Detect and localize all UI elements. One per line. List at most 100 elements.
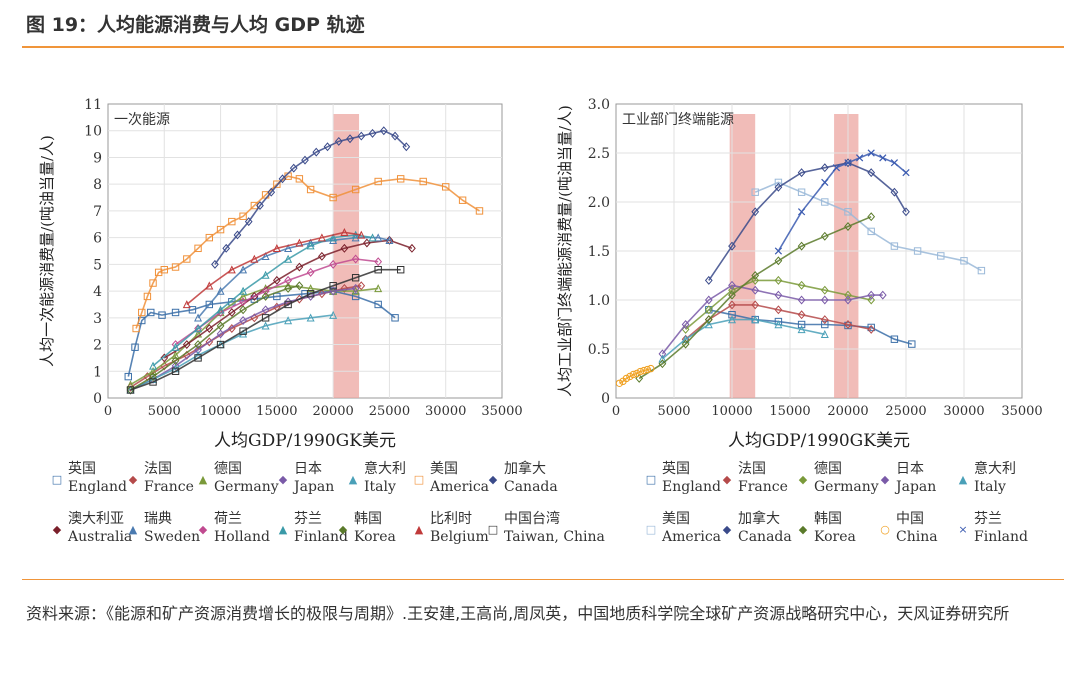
left-data-point [318,251,326,261]
left-data-point [205,281,214,290]
right-data-point [797,241,806,251]
left-y-tick-label: 8 [93,177,102,193]
left-data-point [357,230,366,239]
left-data-point [171,342,180,351]
legend-label-cn: 德国 [814,461,842,477]
legend-label-cn: 澳大利亚 [68,511,124,527]
right-trend-line-5 [754,181,982,272]
left-data-point [357,281,366,291]
right-data-point [704,315,713,325]
legend-item: ○ 中国 China [878,510,937,550]
legend-label-cn: 中国 [896,511,924,527]
left-data-point [143,292,152,301]
right-data-point [797,310,806,320]
left-data-point [379,126,388,136]
right-series-canada [704,158,910,285]
left-data-point [244,217,253,227]
left-data-point [194,244,202,253]
legend-marker-icon: ◆ [798,523,808,536]
left-data-point [182,300,191,309]
right-y-tick-label: 0.5 [588,342,610,358]
left-y-tick-label: 0 [93,391,102,407]
right-data-point [728,285,736,295]
left-trend-line-0 [127,290,396,377]
right-data-point [797,320,806,329]
legend-marker-icon: ▲ [278,523,288,536]
legend-label: 法国 France [144,460,194,496]
left-data-point [239,265,248,274]
legend-label-cn: 法国 [738,461,766,477]
legend-item: × 芬兰 Finland [956,510,1028,550]
legend-label-en: Holland [214,529,270,545]
legend-label-en: England [662,479,722,495]
legend-label-cn: 英国 [662,461,690,477]
legend-label: 加拿大 Canada [738,510,792,546]
legend-label-cn: 比利时 [430,511,472,527]
legend-item: ▲ 比利时 Belgium [412,510,489,550]
left-data-point [306,185,315,194]
left-series-australia [160,235,416,363]
legend-item: ◆ 荷兰 Holland [196,510,270,550]
right-data-point [902,207,910,217]
right-series-korea [635,212,876,383]
left-data-point [261,291,270,301]
left-trend-line-8 [197,236,390,319]
left-data-point [149,372,157,382]
right-data-point [647,364,655,373]
right-data-point [902,168,910,177]
right-data-point [751,285,760,295]
right-highlight-band-1 [834,114,859,398]
left-data-point [385,235,394,245]
legend-marker-icon: ◆ [338,523,348,536]
legend-label: 法国 France [738,460,788,496]
left-data-point [391,131,399,141]
right-data-point [820,163,829,173]
left-data-point [284,300,292,309]
left-data-point [158,311,166,319]
right-data-point [821,198,829,206]
left-data-point [301,155,309,165]
right-data-point [658,354,667,363]
left-data-point [261,270,270,279]
legend-marker-icon: ◆ [278,473,288,486]
right-data-point [704,295,713,305]
right-data-point [774,320,783,329]
left-data-point [171,367,180,375]
legend-marker-icon: ◆ [798,473,808,486]
right-data-point [643,365,652,374]
right-x-tick-label: 35000 [1001,404,1042,419]
right-x-tick-label: 5000 [657,404,690,419]
left-data-point [368,128,377,138]
left-data-point [160,266,168,274]
left-data-point [329,233,338,242]
right-data-point [820,295,829,305]
left-data-point [149,378,157,386]
left-data-point [160,353,169,363]
right-data-point [797,188,806,196]
left-y-tick-label: 10 [84,124,102,140]
left-data-point [329,282,337,290]
left-data-point [329,235,338,245]
left-data-point [233,230,242,240]
left-data-point [374,284,383,293]
left-data-point [351,286,360,295]
legend-label-cn: 芬兰 [294,511,322,527]
legend-label-en: France [144,479,194,495]
legend-label-cn: 荷兰 [214,511,242,527]
right-data-point [774,178,783,187]
legend-label: 美国 America [662,510,721,546]
chart-industrial-energy-svg: 0 0.5 1.0 1.5 2.0 2.5 3.0 0 5000 10000 15000 20000 2… [556,97,1043,451]
right-trend-line-8 [619,367,652,384]
left-data-point [306,313,315,322]
right-data-point [844,295,852,305]
right-data-point [797,280,806,290]
left-data-point [205,324,214,333]
legend-label-en: Canada [738,529,792,545]
left-data-point [284,297,292,307]
left-data-point [227,324,236,333]
left-data-point [374,177,382,186]
left-data-point [138,308,146,317]
left-data-point [329,310,338,319]
left-series-korea [126,281,304,395]
left-data-point [205,300,214,309]
